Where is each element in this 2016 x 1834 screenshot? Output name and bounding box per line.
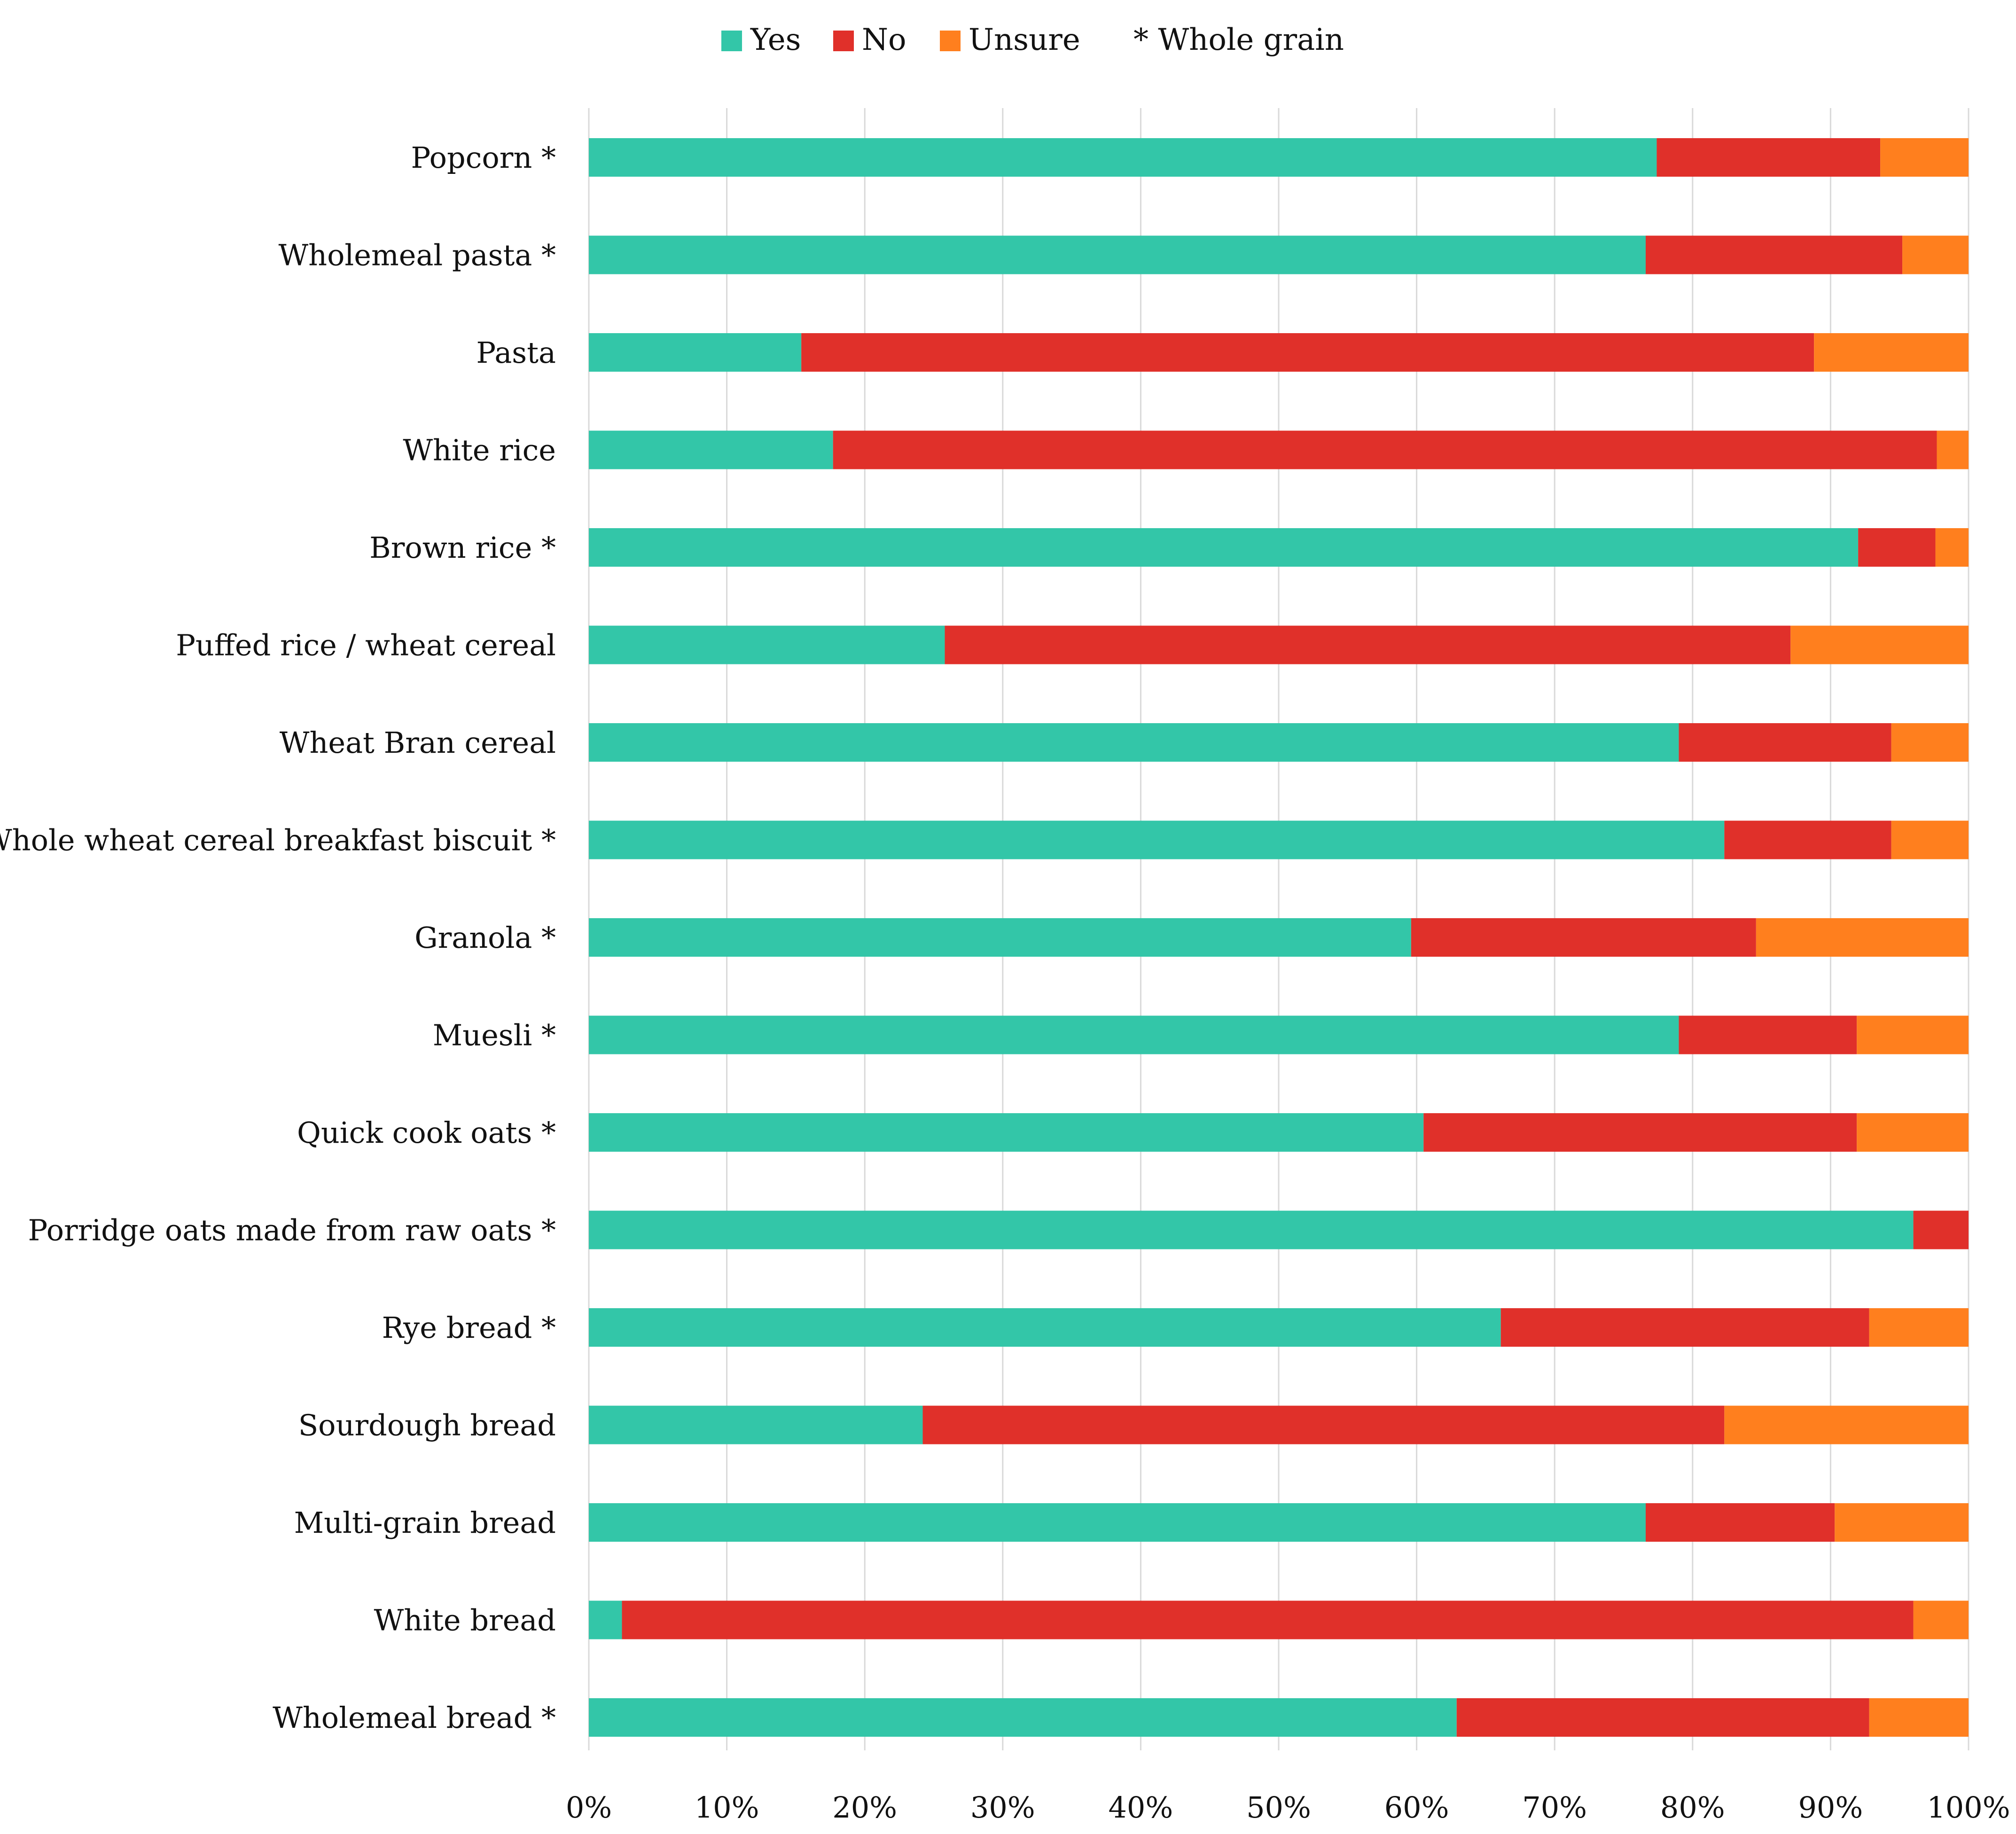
bar-multi-grain-bread-yes: [589, 1503, 1646, 1542]
bar-sourdough-bread-unsure: [1724, 1405, 1969, 1444]
bar-white-bread-no: [622, 1600, 1914, 1639]
bar-rye-bread-yes: [589, 1308, 1501, 1347]
category-label: Popcorn *: [411, 140, 556, 175]
bar-pasta-yes: [589, 333, 802, 372]
x-tick-label: 90%: [1798, 1790, 1863, 1825]
bar-wholemeal-pasta-no: [1645, 235, 1903, 274]
bar-whole-wheat-cereal-breakfast-biscuit-no: [1724, 820, 1891, 859]
bar-porridge-oats-made-from-raw-oats-yes: [589, 1210, 1914, 1249]
category-label: Muesli *: [433, 1018, 556, 1053]
legend-swatch-no: [833, 31, 854, 51]
x-axis-tick-labels: 0% 10% 20% 30% 40% 50% 60% 70% 80% 90% 100%: [566, 1790, 2010, 1825]
x-tick-label: 20%: [832, 1790, 897, 1825]
bar-popcorn-unsure: [1880, 138, 1969, 177]
bar-porridge-oats-made-from-raw-oats-no: [1913, 1210, 1969, 1249]
bar-wholemeal-bread-no: [1456, 1698, 1869, 1737]
category-label: Wheat Bran cereal: [280, 726, 556, 760]
x-tick-label: 50%: [1246, 1790, 1311, 1825]
bar-puffed-rice-wheat-cereal-unsure: [1790, 625, 1969, 664]
bars: [589, 138, 1969, 1737]
bar-granola-unsure: [1756, 918, 1969, 957]
category-label: Quick cook oats *: [297, 1116, 556, 1150]
bar-muesli-unsure: [1857, 1015, 1969, 1054]
bar-white-bread-unsure: [1913, 1600, 1969, 1639]
bar-wholemeal-pasta-unsure: [1902, 235, 1969, 274]
bar-wheat-bran-cereal-unsure: [1891, 723, 1969, 762]
bar-puffed-rice-wheat-cereal-no: [945, 625, 1791, 664]
bar-wheat-bran-cereal-no: [1679, 723, 1891, 762]
legend-swatch-unsure: [940, 31, 961, 51]
bar-muesli-no: [1679, 1015, 1857, 1054]
legend-note-whole-grain: * Whole grain: [1133, 23, 1344, 57]
category-label: Whole wheat cereal breakfast biscuit *: [0, 823, 556, 858]
bar-granola-yes: [589, 918, 1411, 957]
category-label: White rice: [403, 433, 556, 468]
category-label: White bread: [374, 1603, 556, 1638]
category-label: Wholemeal pasta *: [278, 238, 556, 273]
bar-quick-cook-oats-unsure: [1857, 1113, 1969, 1152]
bar-popcorn-yes: [589, 138, 1657, 177]
x-tick-label: 60%: [1384, 1790, 1449, 1825]
bar-brown-rice-no: [1858, 528, 1936, 567]
bar-wholemeal-bread-unsure: [1869, 1698, 1969, 1737]
category-labels: Popcorn * Wholemeal pasta * Pasta White ric…: [0, 140, 556, 1735]
legend-label-yes: Yes: [750, 23, 801, 57]
bar-multi-grain-bread-unsure: [1835, 1503, 1969, 1542]
bar-white-rice-unsure: [1937, 430, 1969, 469]
bar-quick-cook-oats-no: [1423, 1113, 1857, 1152]
x-tick-label: 70%: [1522, 1790, 1587, 1825]
bar-rye-bread-unsure: [1869, 1308, 1969, 1347]
x-tick-label: 10%: [695, 1790, 759, 1825]
bar-granola-no: [1411, 918, 1756, 957]
bar-multi-grain-bread-no: [1645, 1503, 1835, 1542]
bar-muesli-yes: [589, 1015, 1679, 1054]
bar-popcorn-no: [1657, 138, 1881, 177]
x-tick-label: 80%: [1660, 1790, 1725, 1825]
category-label: Porridge oats made from raw oats *: [28, 1213, 556, 1248]
bar-rye-bread-no: [1500, 1308, 1869, 1347]
bar-brown-rice-yes: [589, 528, 1859, 567]
bar-whole-wheat-cereal-breakfast-biscuit-unsure: [1891, 820, 1969, 859]
legend-label-unsure: Unsure: [969, 23, 1080, 57]
bar-pasta-no: [801, 333, 1814, 372]
category-label: Multi-grain bread: [294, 1506, 556, 1540]
legend: Yes No Unsure * Whole grain: [721, 23, 1344, 57]
bar-quick-cook-oats-yes: [589, 1113, 1424, 1152]
bar-wholemeal-pasta-yes: [589, 235, 1646, 274]
x-tick-label: 0%: [566, 1790, 612, 1825]
bar-sourdough-bread-yes: [589, 1405, 923, 1444]
bar-pasta-unsure: [1814, 333, 1969, 372]
bar-brown-rice-unsure: [1935, 528, 1969, 567]
x-tick-label: 30%: [970, 1790, 1035, 1825]
legend-swatch-yes: [721, 31, 742, 51]
category-label: Pasta: [476, 336, 556, 370]
x-tick-label: 40%: [1108, 1790, 1173, 1825]
bar-sourdough-bread-no: [922, 1405, 1725, 1444]
category-label: Wholemeal bread *: [273, 1701, 556, 1735]
category-label: Puffed rice / wheat cereal: [176, 628, 556, 663]
bar-wheat-bran-cereal-yes: [589, 723, 1679, 762]
category-label: Sourdough bread: [298, 1408, 556, 1443]
bar-white-rice-no: [833, 430, 1937, 469]
category-label: Granola *: [414, 921, 556, 955]
category-label: Brown rice *: [369, 531, 556, 565]
bar-wholemeal-bread-yes: [589, 1698, 1457, 1737]
bar-puffed-rice-wheat-cereal-yes: [589, 625, 945, 664]
bar-white-rice-yes: [589, 430, 833, 469]
bar-whole-wheat-cereal-breakfast-biscuit-yes: [589, 820, 1725, 859]
x-tick-label: 100%: [1927, 1790, 2010, 1825]
category-label: Rye bread *: [382, 1311, 556, 1345]
bar-white-bread-yes: [589, 1600, 622, 1639]
legend-label-no: No: [862, 23, 906, 57]
